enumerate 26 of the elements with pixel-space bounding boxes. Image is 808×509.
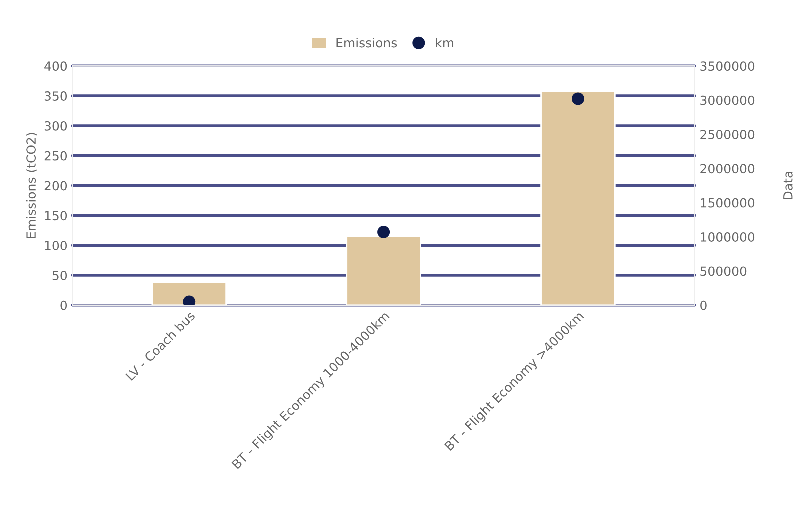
y2-tick-label: 500000 [700, 266, 747, 276]
bar [346, 236, 422, 306]
y-tick-label: 400 [44, 62, 68, 72]
y-tick-label: 350 [44, 92, 68, 101]
y-tick-label: 300 [44, 121, 68, 131]
y2-tick-label: 3500000 [700, 62, 755, 72]
y-tick-label: 150 [45, 211, 68, 221]
y2-tick-label: 1000000 [701, 232, 755, 242]
y2-tick-label: 2000000 [700, 164, 755, 174]
y-tick-label: 50 [52, 270, 68, 280]
bar [152, 282, 228, 306]
y-tick-label: 0 [60, 300, 68, 310]
legend-label: Emissions [336, 38, 398, 48]
y-tick-label: 250 [44, 151, 68, 161]
y2-tick-label: 0 [700, 300, 707, 310]
point [572, 92, 584, 106]
point [378, 226, 390, 239]
y2-tick-label: 1500000 [701, 198, 755, 208]
bar [540, 90, 616, 306]
legend-label: km [436, 38, 454, 48]
y-axis-title: Emissions (tCO2) [26, 133, 38, 238]
y2-axis-title: Data [784, 172, 793, 200]
y-tick-label: 200 [44, 181, 68, 191]
y-tick-label: 100 [45, 241, 68, 251]
y2-tick-label: 3000000 [700, 96, 755, 106]
y2-tick-label: 2500000 [700, 130, 755, 140]
